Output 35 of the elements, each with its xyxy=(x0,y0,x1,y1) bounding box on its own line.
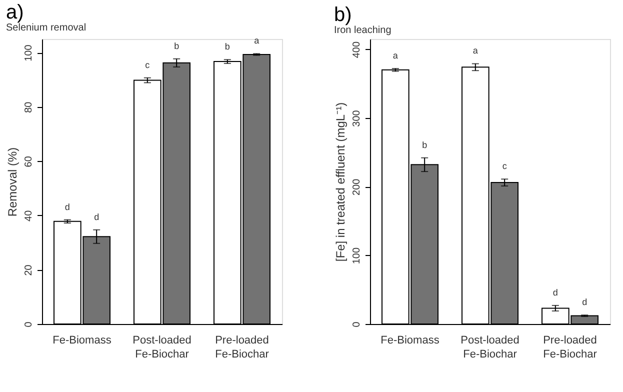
y-tick-label: 60 xyxy=(24,156,34,168)
x-tick-label: Pre-loaded Fe-Biochar xyxy=(543,334,598,360)
data-label: d xyxy=(94,212,100,222)
chart-title: a) xyxy=(6,2,24,24)
chart-subtitle: Iron leaching xyxy=(334,25,392,36)
chart-subtitle: Selenium removal xyxy=(6,22,86,34)
data-label: d xyxy=(582,297,588,308)
data-label: c xyxy=(502,161,508,172)
y-tick-label: 100 xyxy=(24,44,34,62)
data-label: a xyxy=(254,36,260,46)
data-label: c xyxy=(145,60,150,70)
data-label: b xyxy=(174,40,180,51)
chart-title: b) xyxy=(334,4,352,26)
y-tick-label: 300 xyxy=(352,110,362,127)
y-axis-title: [Fe] in treated effluent (mgL⁻¹) xyxy=(334,102,348,262)
x-tick-label: Post-loaded Fe-Biochar xyxy=(460,334,520,360)
y-tick-label: 80 xyxy=(24,101,34,113)
data-label: d xyxy=(64,202,70,212)
data-label: b xyxy=(224,42,230,52)
data-label: a xyxy=(472,46,478,56)
data-label: a xyxy=(392,50,398,61)
data-label: b xyxy=(422,140,428,150)
y-tick-label: 100 xyxy=(352,247,362,264)
y-tick-label: 400 xyxy=(352,41,362,58)
y-tick-label: 40 xyxy=(24,210,34,222)
x-tick-label: Fe-Biomass xyxy=(380,334,440,346)
y-tick-label: 200 xyxy=(352,178,362,196)
y-tick-label: 0 xyxy=(352,321,362,328)
y-tick-label: 20 xyxy=(24,264,34,276)
x-tick-label: Fe-Biomass xyxy=(52,334,112,346)
y-axis-title: Removal (%) xyxy=(6,147,20,217)
x-tick-label: Post-loaded Fe-Biochar xyxy=(132,334,192,360)
data-label: d xyxy=(552,287,558,298)
x-tick-label: Pre-loaded Fe-Biochar xyxy=(215,334,270,360)
y-tick-label: 0 xyxy=(24,321,34,328)
